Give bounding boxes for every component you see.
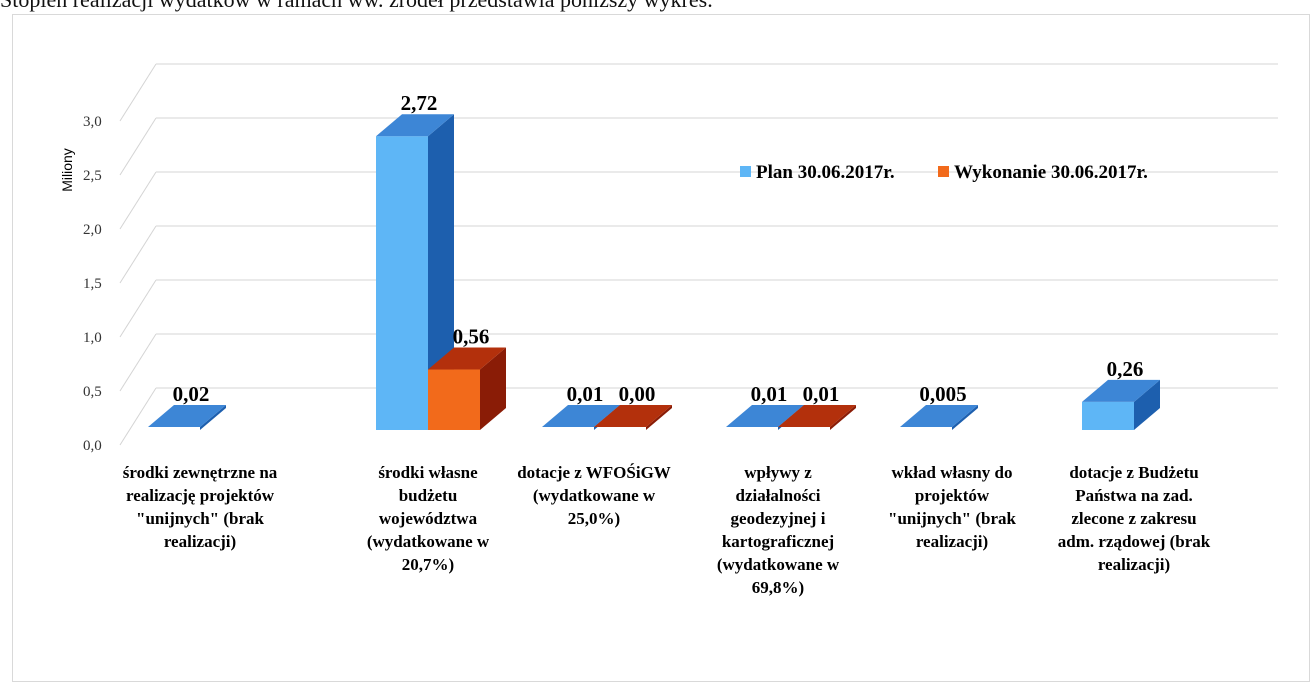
legend-label: Plan 30.06.2017r. (756, 162, 895, 183)
grid-lines (119, 63, 1278, 446)
bar-plan (900, 405, 978, 430)
data-label: 0,01 (751, 382, 788, 406)
grid-diagonal (119, 63, 157, 122)
grid-diagonal (119, 387, 157, 446)
category-label: wkład własny do projektów "unijnych" (brak… (888, 463, 1017, 551)
bars (148, 114, 1160, 431)
y-tick-label: 0,5 (83, 384, 102, 400)
data-label: 0,005 (919, 382, 966, 406)
y-axis-label: Miliony (59, 148, 75, 192)
category-label: dotacje z Budżetu Państwa na zad. zlecone … (1058, 463, 1211, 574)
bar-plan (148, 405, 226, 430)
grid-diagonal (119, 279, 157, 338)
bar-wykonanie (594, 405, 672, 430)
grid-diagonal (119, 333, 157, 392)
data-label: 2,72 (401, 91, 438, 115)
data-label: 0,26 (1107, 357, 1144, 381)
bar-plan (376, 114, 454, 431)
y-tick-label: 1,0 (83, 330, 102, 346)
legend-item-plan: Plan 30.06.2017r. (740, 162, 895, 183)
data-label: 0,01 (803, 382, 840, 406)
category-label: dotacje z WFOŚiGW (wydatkowane w 25,0%) (517, 463, 671, 528)
bar-wykonanie (428, 347, 506, 430)
legend-label: Wykonanie 30.06.2017r. (954, 162, 1148, 183)
y-tick-label: 3,0 (83, 114, 102, 130)
data-label: 0,56 (453, 325, 490, 349)
y-axis-ticks: 0,0 0,5 1,0 1,5 2,0 2,5 3,0 (83, 114, 102, 454)
bar-plan (1082, 379, 1160, 430)
data-label: 0,00 (619, 382, 656, 406)
chart-frame (12, 14, 1310, 682)
category-label: wpływy z działalności geodezyjnej i kartogr… (717, 463, 840, 597)
legend: Plan 30.06.2017r. Wykonanie 30.06.2017r. (740, 162, 1148, 183)
grid-diagonal (119, 171, 157, 230)
y-tick-label: 1,5 (83, 276, 102, 292)
legend-item-wykonanie: Wykonanie 30.06.2017r. (938, 162, 1148, 183)
category-labels: środki zewnętrzne na realizację projektów… (123, 463, 1211, 597)
grid-diagonal (119, 117, 157, 176)
data-label: 0,01 (567, 382, 604, 406)
bar-wykonanie (778, 405, 856, 430)
y-tick-label: 2,5 (83, 168, 102, 184)
data-labels: 0,02 2,72 0,01 0,01 0,005 0,26 0,56 0,00 0,01 (173, 91, 1144, 406)
category-label: środki własne budżetu województwa (wydatkow… (367, 463, 490, 574)
intro-text: Stopień realizacji wydatków w ramach ww.… (0, 0, 713, 13)
y-tick-label: 0,0 (83, 438, 102, 454)
category-label: środki zewnętrzne na realizację projektów… (123, 463, 278, 551)
data-label: 0,02 (173, 382, 210, 406)
y-tick-label: 2,0 (83, 222, 102, 238)
grid-diagonal (119, 225, 157, 284)
